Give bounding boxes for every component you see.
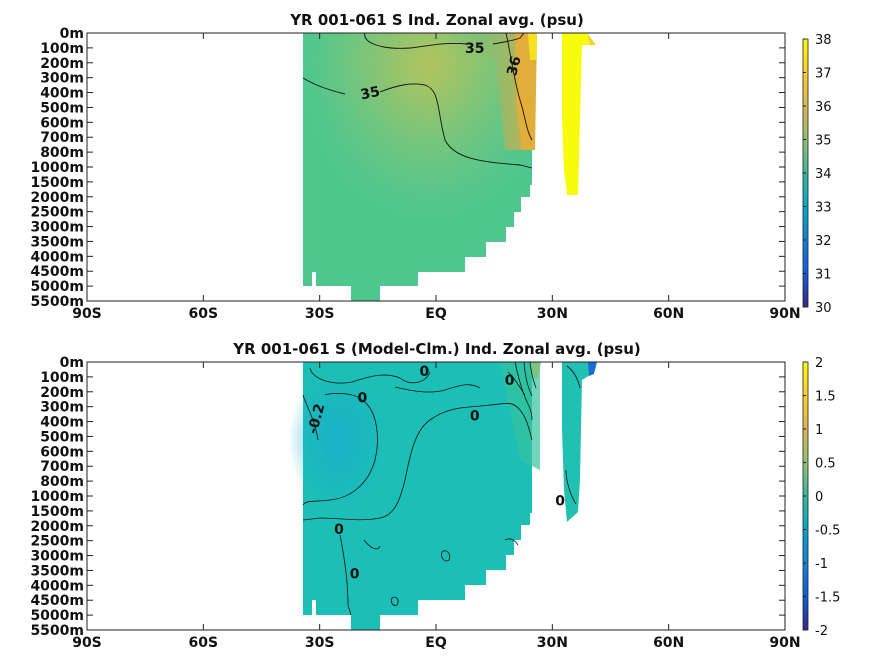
contour-label: 0	[334, 522, 344, 538]
contour-label: 0	[419, 364, 429, 380]
x-tick-label: 60S	[189, 306, 219, 322]
contour-label: 36	[504, 55, 524, 78]
panel-title: YR 001-061 S Ind. Zonal avg. (psu)	[289, 11, 584, 29]
colorbar-tick-label: -2	[815, 624, 828, 639]
colorbar: -2 -1.5 -1 -0.5 0 0.5 1 1.5 2	[802, 356, 840, 639]
contour-lines	[302, 32, 533, 169]
y-tick-label: 800m	[40, 145, 84, 161]
colorbar-tick-label: -1.5	[815, 591, 840, 606]
contour-label: -0.2	[305, 402, 328, 436]
colorbar-tick-label: 36	[815, 100, 832, 115]
y-tick-label: 4000m	[30, 249, 84, 265]
colorbar-frame	[802, 361, 809, 631]
y-tick-label: 300m	[40, 400, 84, 416]
y-tick-label: 0m	[60, 26, 84, 42]
colorbar-tick-label: 34	[815, 167, 832, 182]
anomaly-field	[288, 362, 597, 630]
colorbar-tick-label: 38	[815, 33, 832, 48]
y-tick-label: 400m	[40, 86, 84, 102]
contour-label: 35	[359, 84, 381, 104]
y-tick-label: 2500m	[30, 534, 84, 550]
contour-label: 35	[465, 41, 484, 57]
y-tick-label: 3500m	[30, 234, 84, 250]
contour-label: 0	[555, 493, 565, 509]
y-tick-label: 5000m	[30, 608, 84, 624]
y-tick-label: 600m	[40, 115, 84, 131]
y-tick-label: 0m	[60, 355, 84, 371]
y-tick-label: 200m	[40, 56, 84, 72]
x-tick-label: 60N	[653, 306, 684, 322]
y-tick-label: 4000m	[30, 578, 84, 594]
contour-label: 0	[357, 391, 367, 407]
colorbar-tick-label: 35	[815, 134, 832, 149]
x-tick-label: 30N	[537, 306, 568, 322]
colorbar-tick-label: 1.5	[815, 390, 836, 405]
y-tick-label: 2500m	[30, 205, 84, 221]
y-tick-label: 500m	[40, 100, 84, 116]
x-tick-label: 90S	[72, 306, 102, 322]
contour-label: 0	[350, 566, 360, 582]
colorbar: 30 31 32 33 34 35 36 37 38	[802, 33, 832, 316]
colorbar-tick-label: 1	[815, 423, 823, 438]
y-tick-label: 5000m	[30, 279, 84, 295]
y-tick-label: 300m	[40, 71, 84, 87]
x-tick-label: 60S	[189, 635, 219, 651]
y-tick-label: 200m	[40, 385, 84, 401]
contour-label: 0	[505, 373, 515, 389]
y-tick-label: 5500m	[30, 623, 84, 639]
x-tick-label: EQ	[425, 635, 447, 651]
y-tick-label: 100m	[40, 370, 84, 386]
colorbar-tick-label: 33	[815, 201, 832, 216]
colorbar-tick-label: 31	[815, 268, 832, 283]
colorbar-tick-label: 32	[815, 234, 832, 249]
y-tick-label: 400m	[40, 415, 84, 431]
y-tick-label: 800m	[40, 474, 84, 490]
y-tick-label: 1000m	[30, 160, 84, 176]
y-tick-label: 1500m	[30, 504, 84, 520]
colorbar-tick-label: 0.5	[815, 457, 836, 472]
y-tick-label: 1000m	[30, 489, 84, 505]
colorbar-tick-label: -1	[815, 557, 828, 572]
salinity-field	[303, 33, 596, 301]
colorbar-tick-label: -0.5	[815, 524, 840, 539]
y-tick-label: 4500m	[30, 264, 84, 280]
x-tick-label: 90N	[769, 306, 800, 322]
x-tick-label: 90N	[769, 635, 800, 651]
x-tick-label: 30N	[537, 635, 568, 651]
y-tick-label: 3000m	[30, 220, 84, 236]
colorbar-tick-label: 0	[815, 490, 823, 505]
colorbar-tick-label: 37	[815, 67, 832, 82]
colorbar-tick-label: 2	[815, 356, 823, 371]
y-tick-label: 500m	[40, 429, 84, 445]
y-tick-label: 700m	[40, 130, 84, 146]
anomaly-panel: YR 001-061 S (Model-Clm.) Ind. Zonal avg…	[30, 340, 840, 651]
x-tick-label: 60N	[653, 635, 684, 651]
y-tick-label: 1500m	[30, 175, 84, 191]
colorbar-frame	[802, 38, 809, 308]
contour-label: 0	[470, 409, 480, 425]
salinity-panel: YR 001-061 S Ind. Zonal avg. (psu) 35363…	[30, 11, 831, 322]
x-tick-label: 90S	[72, 635, 102, 651]
contour-lines	[302, 361, 581, 616]
y-tick-label: 700m	[40, 459, 84, 475]
y-tick-label: 100m	[40, 41, 84, 57]
x-tick-label: 30S	[305, 306, 335, 322]
y-tick-label: 2000m	[30, 190, 84, 206]
y-tick-label: 2000m	[30, 519, 84, 535]
y-tick-label: 4500m	[30, 593, 84, 609]
x-tick-label: EQ	[425, 306, 447, 322]
panel-title: YR 001-061 S (Model-Clm.) Ind. Zonal avg…	[232, 340, 641, 358]
y-tick-label: 3000m	[30, 549, 84, 565]
colorbar-tick-label: 30	[815, 301, 832, 316]
y-tick-label: 3500m	[30, 563, 84, 579]
y-tick-label: 5500m	[30, 294, 84, 310]
y-tick-label: 600m	[40, 444, 84, 460]
x-tick-label: 30S	[305, 635, 335, 651]
